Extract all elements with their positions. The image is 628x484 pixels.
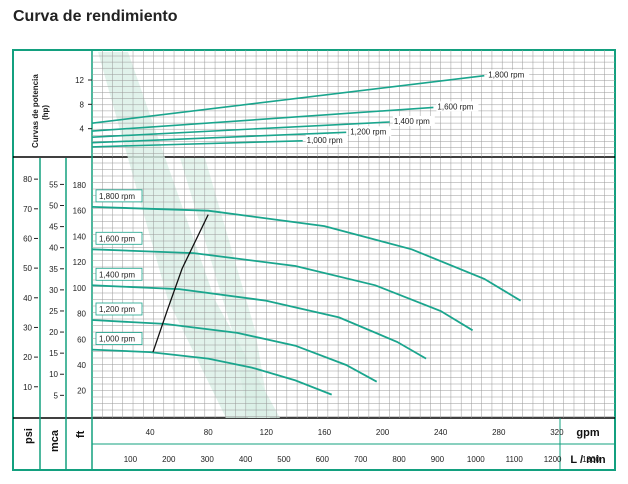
power-label-bg	[487, 69, 530, 80]
power-axis-label-line1: Curvas de potencia	[31, 74, 40, 148]
gpm-tick-label: 200	[376, 428, 390, 437]
page-title: Curva de rendimiento	[13, 8, 178, 25]
lmin-tick-label: 200	[162, 455, 176, 464]
power-label-bg	[305, 134, 348, 145]
power-curve-label: 1,400 rpm	[394, 117, 430, 126]
power-axis-label-line2: (hp)	[41, 105, 50, 120]
chart-curves	[91, 74, 522, 396]
head-curve-1600	[91, 248, 474, 332]
lmin-tick-label: 400	[239, 455, 253, 464]
mca-tick-label: 45	[49, 223, 58, 232]
mca-tick-label: 10	[49, 370, 58, 379]
ft-tick-label: 40	[77, 361, 86, 370]
head-curve-label: 1,800 rpm	[99, 192, 135, 201]
power-label-bg	[392, 115, 435, 126]
power-tick-label: 8	[80, 100, 85, 109]
psi-tick-label: 50	[23, 264, 32, 273]
power-curve-1000	[91, 140, 303, 148]
psi-tick-label: 80	[23, 175, 32, 184]
mca-tick-label: 55	[49, 180, 58, 189]
gpm-tick-label: 320	[550, 428, 564, 437]
lmin-tick-label: 1300	[582, 455, 600, 464]
head-curve-label: 1,000 rpm	[99, 335, 135, 344]
ft-tick-label: 20	[77, 387, 86, 396]
psi-tick-label: 20	[23, 353, 32, 362]
lmin-tick-label: 600	[316, 455, 330, 464]
gpm-tick-label: 280	[492, 428, 506, 437]
power-curve-1200	[91, 131, 347, 144]
gpm-tick-label: 40	[146, 428, 155, 437]
psi-tick-label: 60	[23, 234, 32, 243]
gpm-tick-label: 120	[260, 428, 274, 437]
power-label-bg	[349, 126, 392, 137]
ft-tick-label: 120	[73, 258, 87, 267]
power-curve-1800	[91, 74, 485, 124]
ft-tick-label: 180	[73, 181, 87, 190]
power-curve-label: 1,800 rpm	[488, 71, 524, 80]
ft-tick-label: 140	[73, 232, 87, 241]
mca-tick-label: 35	[49, 265, 58, 274]
head-curve-1200	[91, 319, 378, 383]
psi-tick-label: 70	[23, 205, 32, 214]
power-curve-1400	[91, 121, 390, 138]
head-label-box	[95, 267, 143, 281]
power-label-bg	[436, 101, 479, 112]
head-curve-label: 1,400 rpm	[99, 270, 135, 279]
mca-tick-label: 30	[49, 286, 58, 295]
ft-axis-name: ft	[75, 430, 87, 438]
psi-axis-name: psi	[23, 428, 35, 444]
power-tick-label: 12	[75, 76, 84, 85]
ft-tick-label: 160	[73, 207, 87, 216]
power-curve-label: 1,000 rpm	[307, 136, 343, 145]
gpm-tick-label: 160	[318, 428, 332, 437]
ft-tick-label: 80	[77, 310, 86, 319]
power-axis-label: Curvas de potencia(hp)	[31, 74, 50, 148]
lmin-tick-label: 900	[431, 455, 445, 464]
lmin-tick-label: 1000	[467, 455, 485, 464]
mca-tick-label: 40	[49, 244, 58, 253]
head-label-box	[95, 332, 143, 345]
lmin-tick-label: 500	[277, 455, 291, 464]
mca-tick-label: 20	[49, 328, 58, 337]
psi-tick-label: 30	[23, 323, 32, 332]
mca-tick-label: 5	[54, 391, 59, 400]
head-curve-1800	[91, 206, 522, 302]
mca-tick-label: 25	[49, 307, 58, 316]
power-curve-label: 1,200 rpm	[350, 127, 386, 136]
psi-tick-label: 10	[23, 383, 32, 392]
head-label-box	[95, 231, 143, 245]
head-label-box	[95, 189, 143, 203]
lmin-tick-label: 100	[124, 455, 138, 464]
head-curve-label: 1,600 rpm	[99, 234, 135, 243]
gpm-tick-label: 80	[204, 428, 213, 437]
mca-tick-label: 50	[49, 202, 58, 211]
head-curve-1000	[91, 348, 333, 396]
mca-tick-label: 15	[49, 349, 58, 358]
lmin-tick-label: 1200	[544, 455, 562, 464]
head-curve-label: 1,200 rpm	[99, 305, 135, 314]
efficiency-band-shape-2	[180, 158, 270, 418]
lmin-tick-label: 1100	[506, 455, 524, 464]
head-label-box	[95, 302, 143, 316]
power-tick-label: 4	[80, 125, 85, 134]
power-curve-1600	[91, 106, 434, 132]
chart-text: Curvas de potencia(hp) 4 8 12 20 40 60 80 100 120…	[23, 69, 606, 466]
ft-tick-label: 60	[77, 335, 86, 344]
gpm-axis-name: gpm	[576, 427, 599, 439]
mca-axis-name: mca	[49, 429, 61, 452]
lmin-tick-label: 800	[392, 455, 406, 464]
outer-frame	[12, 49, 616, 471]
lmin-tick-label: 700	[354, 455, 368, 464]
chart-grid	[92, 50, 615, 418]
power-curve-label: 1,600 rpm	[437, 102, 473, 111]
lmin-axis-name: L / min	[570, 454, 606, 466]
psi-tick-label: 40	[23, 294, 32, 303]
lmin-tick-label: 300	[200, 455, 214, 464]
efficiency-line	[152, 214, 209, 353]
chart-frame	[12, 49, 616, 471]
head-curve-1400	[91, 284, 427, 360]
ft-tick-label: 100	[73, 284, 87, 293]
gpm-tick-label: 240	[434, 428, 448, 437]
